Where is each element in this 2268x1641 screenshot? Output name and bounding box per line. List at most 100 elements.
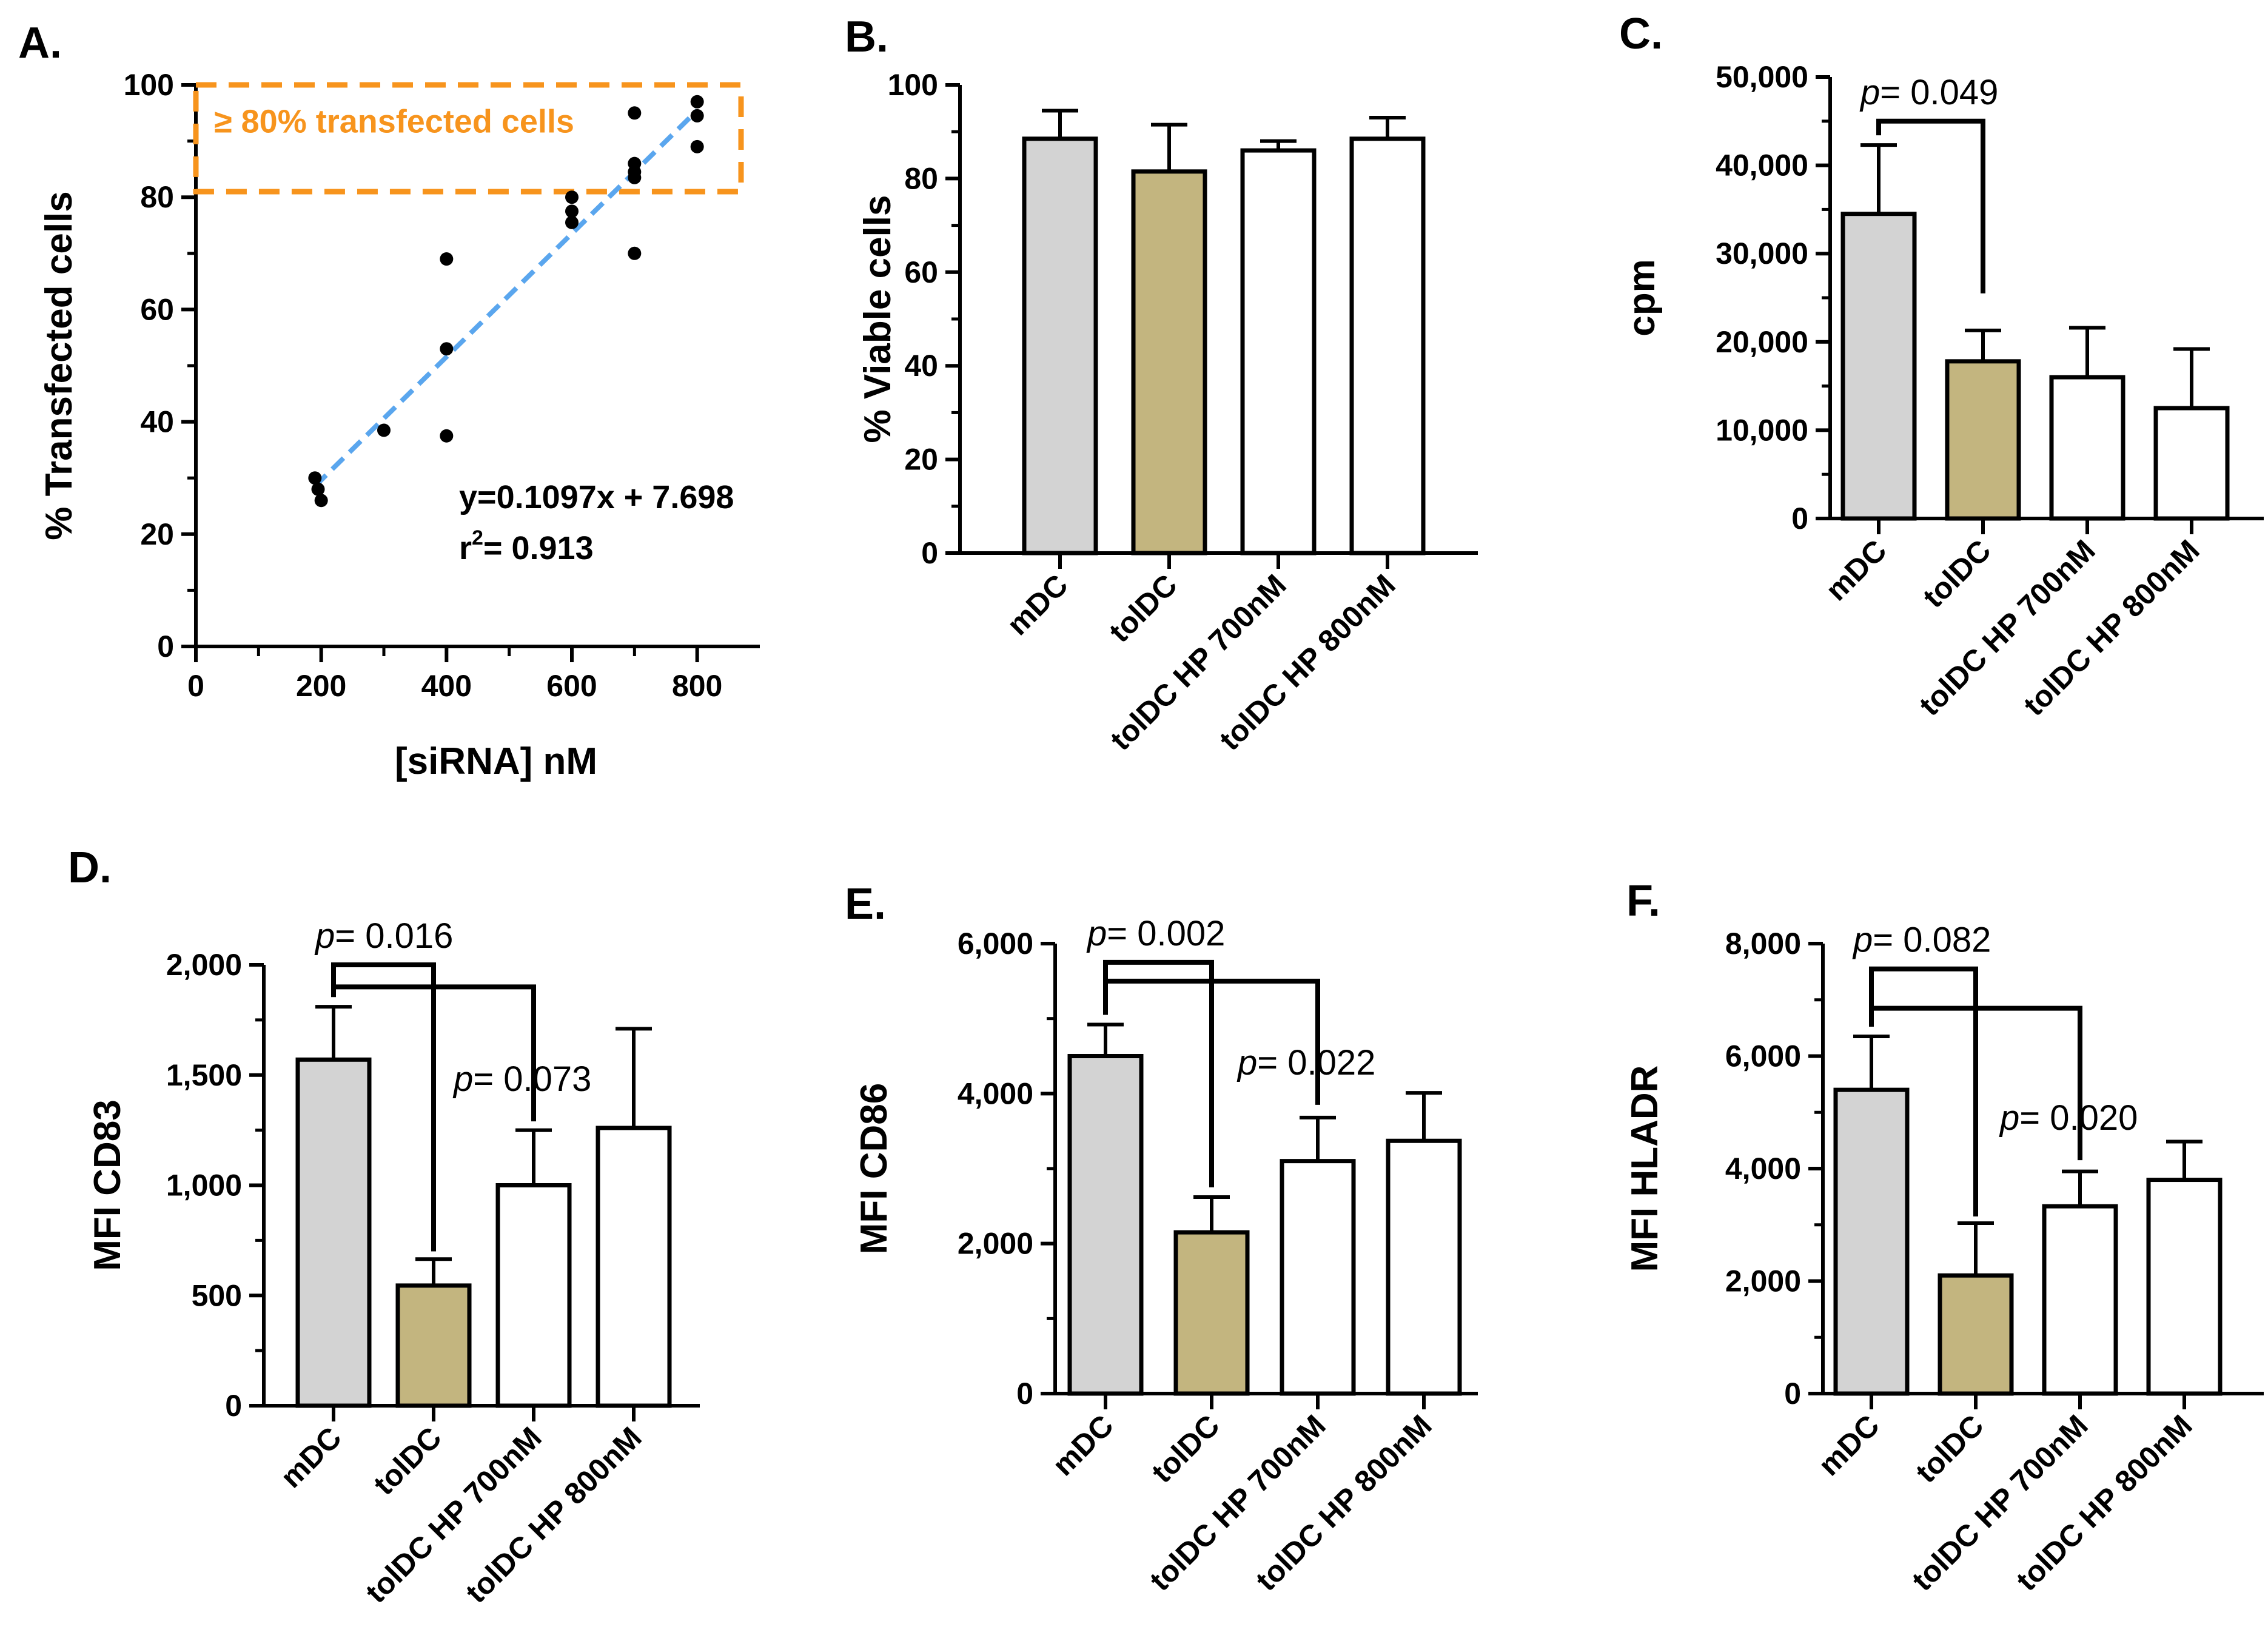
bar-3 — [1240, 148, 1317, 555]
p-symbol: p — [1236, 1043, 1257, 1082]
significance-bracket — [1869, 966, 1978, 1216]
p-symbol: p — [452, 1059, 473, 1099]
regression-equation: y=0.1097x + 7.698 — [459, 479, 734, 515]
p-value-text: = 0.002 — [1107, 914, 1225, 953]
bar-4 — [1386, 1138, 1462, 1396]
highlight-label: ≥ 80% transfected cells — [214, 104, 574, 140]
category-label: tolDC — [1916, 533, 1998, 614]
significance-bracket — [331, 984, 536, 1122]
y-tick-label: 20 — [904, 443, 938, 477]
p-value-label: p= 0.016 — [314, 916, 453, 956]
y-tick-label: 4,000 — [1725, 1152, 1801, 1186]
r-squared-value: = 0.913 — [483, 530, 594, 566]
r-symbol: r — [459, 530, 472, 566]
r-squared-label: r2= 0.913 — [459, 526, 594, 566]
data-point — [377, 423, 391, 437]
significance-bracket — [331, 962, 436, 1252]
panel-label: F. — [1626, 877, 1660, 925]
category-label: mDC — [274, 1420, 348, 1494]
bar-2 — [1173, 1230, 1250, 1396]
data-point — [628, 170, 642, 184]
bar-4 — [596, 1126, 672, 1408]
p-value-label: p= 0.020 — [1999, 1098, 2138, 1138]
y-tick-label: 20 — [140, 517, 174, 551]
data-point — [311, 482, 325, 496]
y-axis-label: % Transfected cells — [38, 191, 80, 540]
p-value-label: p= 0.073 — [452, 1059, 591, 1099]
y-tick-label: 1,000 — [166, 1169, 242, 1203]
y-tick-label: 50,000 — [1716, 60, 1808, 94]
bar-4 — [2146, 1178, 2223, 1396]
panel-d-cd83-bars: D. 0 500 1,000 1,500 2,000 MFI CD83 mDC tolDCtol… — [68, 844, 700, 1609]
y-tick-label: 6,000 — [958, 927, 1033, 961]
y-tick-label: 0 — [157, 629, 174, 663]
y-axis-label: MFI HLADR — [1624, 1065, 1666, 1272]
category-label: tolDC — [1145, 1408, 1226, 1489]
bar-1 — [1067, 1054, 1144, 1396]
category-label: tolDC HP 700nM — [1913, 533, 2102, 722]
x-tick-label: 600 — [546, 669, 597, 703]
p-symbol: p — [1852, 921, 1873, 960]
data-point — [314, 494, 328, 508]
data-point — [690, 109, 704, 122]
highlight-box — [193, 82, 744, 195]
data-point — [690, 139, 704, 153]
y-tick-label: 0 — [921, 536, 938, 570]
category-label: mDC — [1001, 568, 1075, 642]
bar-1 — [1833, 1087, 1910, 1396]
p-symbol: p — [1086, 914, 1107, 953]
panel-label: B. — [845, 13, 888, 61]
bar-2 — [1945, 359, 2021, 521]
p-value-text: = 0.049 — [1880, 73, 1998, 112]
bar-4 — [2153, 406, 2230, 521]
bar-1 — [1022, 136, 1098, 555]
category-label: mDC — [1812, 1408, 1886, 1482]
p-value-label: p= 0.049 — [1859, 73, 1998, 112]
data-point — [628, 106, 642, 120]
y-tick-label: 1,500 — [166, 1058, 242, 1092]
y-tick-label: 2,000 — [1725, 1264, 1801, 1298]
y-tick-label: 20,000 — [1716, 325, 1808, 359]
category-label: tolDC HP 800nM — [459, 1420, 648, 1609]
bar-3 — [1280, 1159, 1356, 1396]
p-value-text: = 0.073 — [473, 1059, 591, 1099]
category-label: tolDC HP 700nM — [1905, 1408, 2095, 1597]
y-tick-label: 2,000 — [958, 1227, 1033, 1261]
panel-c-cpm-bars: C. 0 10,000 20,000 30,000 40,000 50,000 cpm mDC t… — [1619, 10, 2264, 722]
y-tick-label: 10,000 — [1716, 413, 1808, 447]
y-axis-label: % Viable cells — [857, 195, 899, 443]
p-symbol: p — [314, 916, 335, 956]
y-axis-label: cpm — [1621, 259, 1663, 336]
y-tick-label: 100 — [888, 68, 938, 102]
x-axis-label: [siRNA] nM — [395, 740, 597, 782]
y-tick-label: 40 — [140, 405, 174, 439]
bar-4 — [1349, 136, 1426, 555]
data-point — [440, 342, 454, 356]
data-point — [440, 252, 454, 266]
p-value-text: = 0.020 — [2019, 1098, 2138, 1138]
bar-3 — [2042, 1204, 2118, 1396]
x-tick-label: 800 — [672, 669, 722, 703]
panel-label: D. — [68, 844, 112, 892]
y-tick-label: 4,000 — [958, 1076, 1033, 1110]
y-tick-label: 6,000 — [1725, 1039, 1801, 1073]
x-tick-label: 0 — [187, 669, 204, 703]
p-value-label: p= 0.002 — [1086, 914, 1225, 953]
bar-2 — [1131, 169, 1207, 555]
y-tick-label: 100 — [124, 68, 174, 102]
category-label: mDC — [1819, 533, 1893, 607]
panel-f-hladr-bars: F. 0 2,000 4,000 6,000 8,000 MFI HLADR mDC tolDC… — [1624, 877, 2264, 1597]
r-superscript: 2 — [472, 526, 483, 549]
category-label: tolDC HP 800nM — [2017, 533, 2206, 722]
y-tick-label: 40 — [904, 349, 938, 383]
data-point — [565, 204, 579, 218]
p-value-text: = 0.022 — [1257, 1043, 1375, 1082]
y-axis-label: MFI CD83 — [87, 1099, 129, 1270]
p-value-label: p= 0.022 — [1236, 1043, 1375, 1082]
x-tick-label: 200 — [296, 669, 346, 703]
data-point — [440, 429, 454, 443]
y-tick-label: 60 — [904, 255, 938, 289]
category-label: tolDC — [1909, 1408, 1990, 1489]
p-value-label: p= 0.082 — [1852, 921, 1991, 960]
